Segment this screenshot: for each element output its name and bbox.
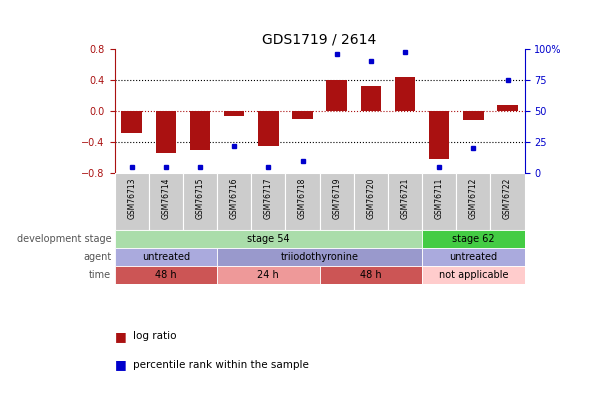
Bar xyxy=(429,111,449,159)
Text: development stage: development stage xyxy=(16,234,111,244)
Bar xyxy=(463,111,484,120)
Text: 48 h: 48 h xyxy=(155,270,177,279)
Bar xyxy=(217,248,422,266)
Bar xyxy=(292,111,313,119)
Bar xyxy=(224,111,244,115)
Bar xyxy=(388,173,422,230)
Bar xyxy=(183,173,217,230)
Text: triiodothyronine: triiodothyronine xyxy=(280,252,359,262)
Bar xyxy=(422,173,456,230)
Text: agent: agent xyxy=(83,252,111,262)
Bar xyxy=(490,173,525,230)
Text: GSM76721: GSM76721 xyxy=(400,178,409,219)
Text: 24 h: 24 h xyxy=(257,270,279,279)
Bar xyxy=(121,111,142,133)
Bar xyxy=(251,173,285,230)
Bar xyxy=(422,248,525,266)
Bar xyxy=(115,230,422,248)
Text: ■: ■ xyxy=(115,358,126,371)
Bar xyxy=(497,104,518,111)
Bar xyxy=(115,266,217,284)
Bar xyxy=(285,173,320,230)
Text: log ratio: log ratio xyxy=(133,331,176,341)
Text: GSM76720: GSM76720 xyxy=(367,178,375,219)
Text: not applicable: not applicable xyxy=(438,270,508,279)
Text: ■: ■ xyxy=(115,330,126,343)
Bar xyxy=(456,173,490,230)
Bar xyxy=(156,111,176,153)
Bar xyxy=(320,266,422,284)
Bar xyxy=(320,173,354,230)
Text: GSM76717: GSM76717 xyxy=(264,178,273,219)
Text: stage 54: stage 54 xyxy=(247,234,289,244)
Text: GSM76712: GSM76712 xyxy=(469,178,478,219)
Text: GSM76714: GSM76714 xyxy=(162,178,170,219)
Bar xyxy=(149,173,183,230)
Bar xyxy=(361,86,381,111)
Text: GSM76715: GSM76715 xyxy=(195,178,204,219)
Title: GDS1719 / 2614: GDS1719 / 2614 xyxy=(262,32,377,46)
Bar xyxy=(422,266,525,284)
Text: GSM76722: GSM76722 xyxy=(503,178,512,219)
Bar xyxy=(258,111,279,146)
Bar xyxy=(422,230,525,248)
Bar xyxy=(115,248,217,266)
Bar xyxy=(217,173,251,230)
Bar xyxy=(326,80,347,111)
Bar xyxy=(190,111,210,150)
Text: stage 62: stage 62 xyxy=(452,234,494,244)
Bar xyxy=(354,173,388,230)
Text: GSM76711: GSM76711 xyxy=(435,178,444,219)
Bar xyxy=(395,77,415,111)
Text: GSM76719: GSM76719 xyxy=(332,178,341,219)
Text: untreated: untreated xyxy=(142,252,190,262)
Text: percentile rank within the sample: percentile rank within the sample xyxy=(133,360,309,369)
Bar xyxy=(217,266,320,284)
Text: untreated: untreated xyxy=(449,252,497,262)
Bar xyxy=(115,173,149,230)
Text: 48 h: 48 h xyxy=(360,270,382,279)
Text: GSM76716: GSM76716 xyxy=(230,178,239,219)
Text: GSM76718: GSM76718 xyxy=(298,178,307,219)
Text: GSM76713: GSM76713 xyxy=(127,178,136,219)
Text: time: time xyxy=(89,270,111,279)
